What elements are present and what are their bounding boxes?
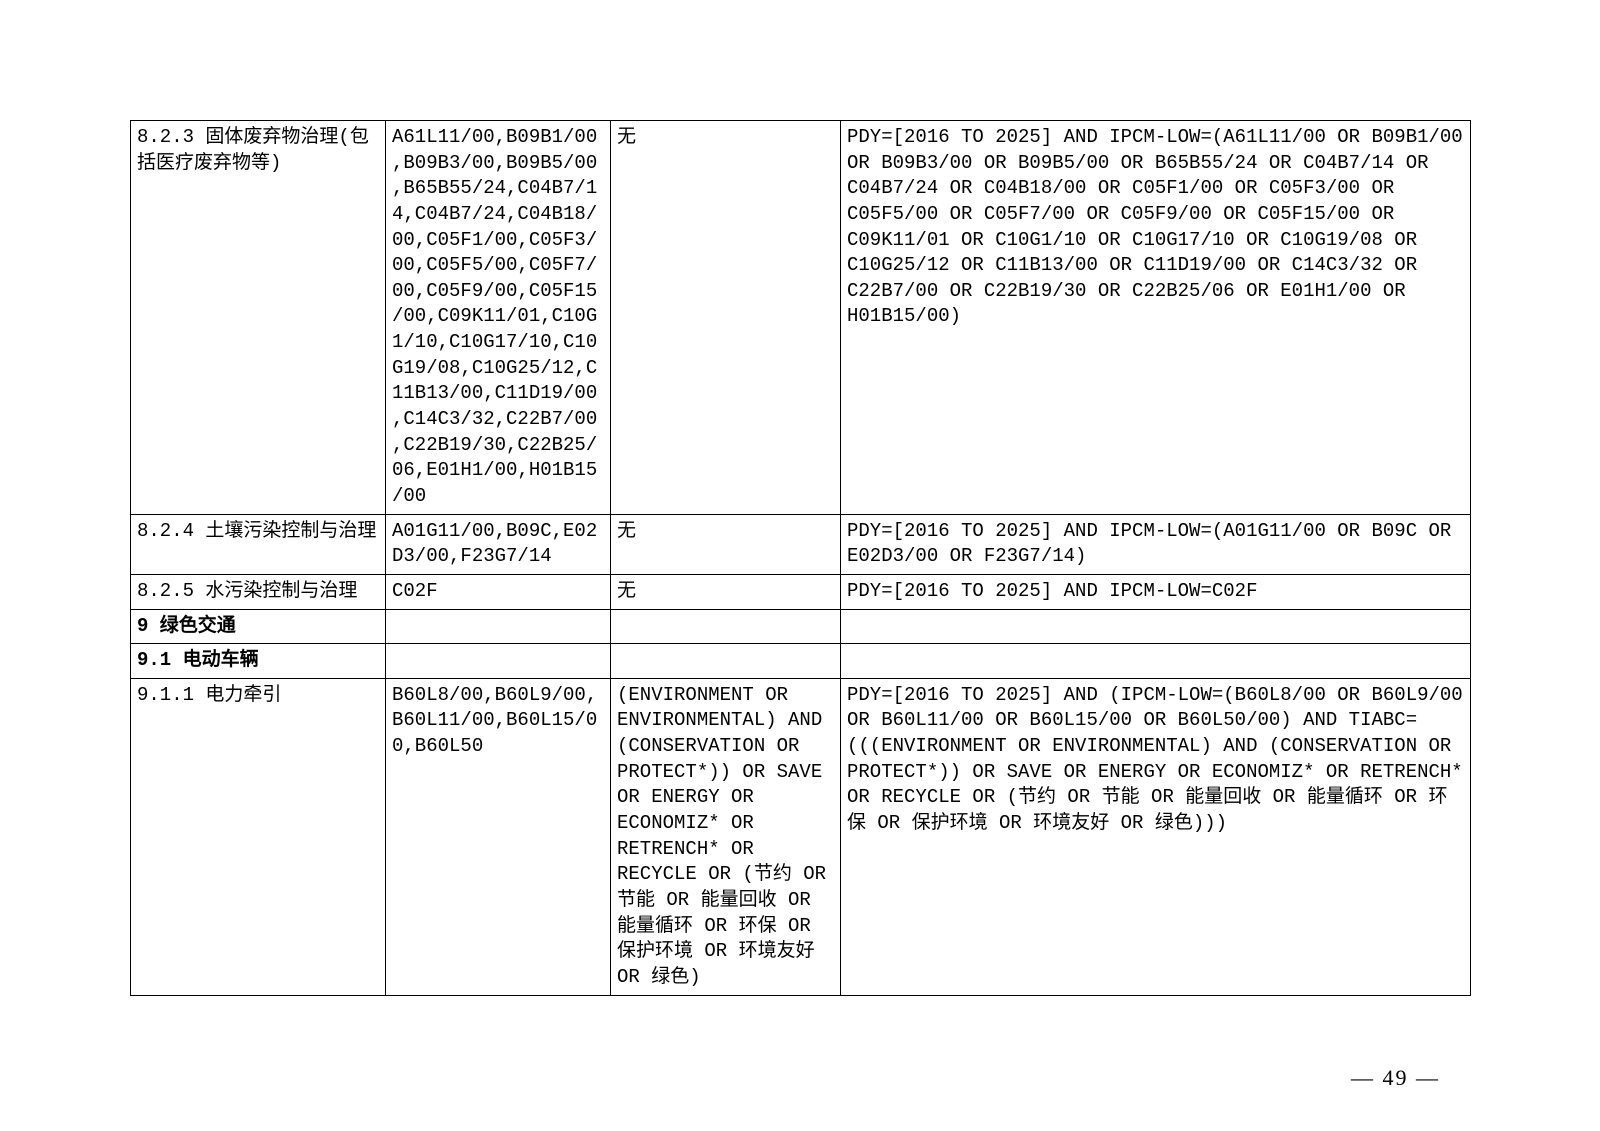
cell-query: PDY=[2016 TO 2025] AND IPCM-LOW=(A01G11/… xyxy=(841,514,1471,574)
cell-empty xyxy=(386,609,611,644)
table-row: 9.1.1 电力牵引 B60L8/00,B60L9/00,B60L11/00,B… xyxy=(131,678,1471,995)
document-page: 8.2.3 固体废弃物治理(包括医疗废弃物等) A61L11/00,B09B1/… xyxy=(0,0,1600,1131)
cell-query: PDY=[2016 TO 2025] AND IPCM-LOW=(A61L11/… xyxy=(841,121,1471,515)
cell-empty xyxy=(611,609,841,644)
cell-ipc-codes: A01G11/00,B09C,E02D3/00,F23G7/14 xyxy=(386,514,611,574)
cell-ipc-codes: C02F xyxy=(386,574,611,609)
cell-category: 9.1.1 电力牵引 xyxy=(131,678,386,995)
cell-empty xyxy=(386,644,611,679)
table-section-row: 9 绿色交通 xyxy=(131,609,1471,644)
page-number: — 49 — xyxy=(1351,1065,1440,1091)
cell-empty xyxy=(611,644,841,679)
table-row: 8.2.3 固体废弃物治理(包括医疗废弃物等) A61L11/00,B09B1/… xyxy=(131,121,1471,515)
table-row: 8.2.4 土壤污染控制与治理 A01G11/00,B09C,E02D3/00,… xyxy=(131,514,1471,574)
cell-query: PDY=[2016 TO 2025] AND (IPCM-LOW=(B60L8/… xyxy=(841,678,1471,995)
table-row: 8.2.5 水污染控制与治理 C02F 无 PDY=[2016 TO 2025]… xyxy=(131,574,1471,609)
cell-ipc-codes: A61L11/00,B09B1/00,B09B3/00,B09B5/00,B65… xyxy=(386,121,611,515)
cell-category: 8.2.5 水污染控制与治理 xyxy=(131,574,386,609)
main-table: 8.2.3 固体废弃物治理(包括医疗废弃物等) A61L11/00,B09B1/… xyxy=(130,120,1471,996)
cell-keywords: 无 xyxy=(611,574,841,609)
cell-keywords: 无 xyxy=(611,121,841,515)
cell-empty xyxy=(841,644,1471,679)
cell-keywords: (ENVIRONMENT OR ENVIRONMENTAL) AND (CONS… xyxy=(611,678,841,995)
table-section-row: 9.1 电动车辆 xyxy=(131,644,1471,679)
cell-empty xyxy=(841,609,1471,644)
cell-query: PDY=[2016 TO 2025] AND IPCM-LOW=C02F xyxy=(841,574,1471,609)
cell-ipc-codes: B60L8/00,B60L9/00,B60L11/00,B60L15/00,B6… xyxy=(386,678,611,995)
cell-category: 8.2.3 固体废弃物治理(包括医疗废弃物等) xyxy=(131,121,386,515)
cell-category: 8.2.4 土壤污染控制与治理 xyxy=(131,514,386,574)
table-body: 8.2.3 固体废弃物治理(包括医疗废弃物等) A61L11/00,B09B1/… xyxy=(131,121,1471,996)
cell-section: 9 绿色交通 xyxy=(131,609,386,644)
cell-keywords: 无 xyxy=(611,514,841,574)
cell-section: 9.1 电动车辆 xyxy=(131,644,386,679)
